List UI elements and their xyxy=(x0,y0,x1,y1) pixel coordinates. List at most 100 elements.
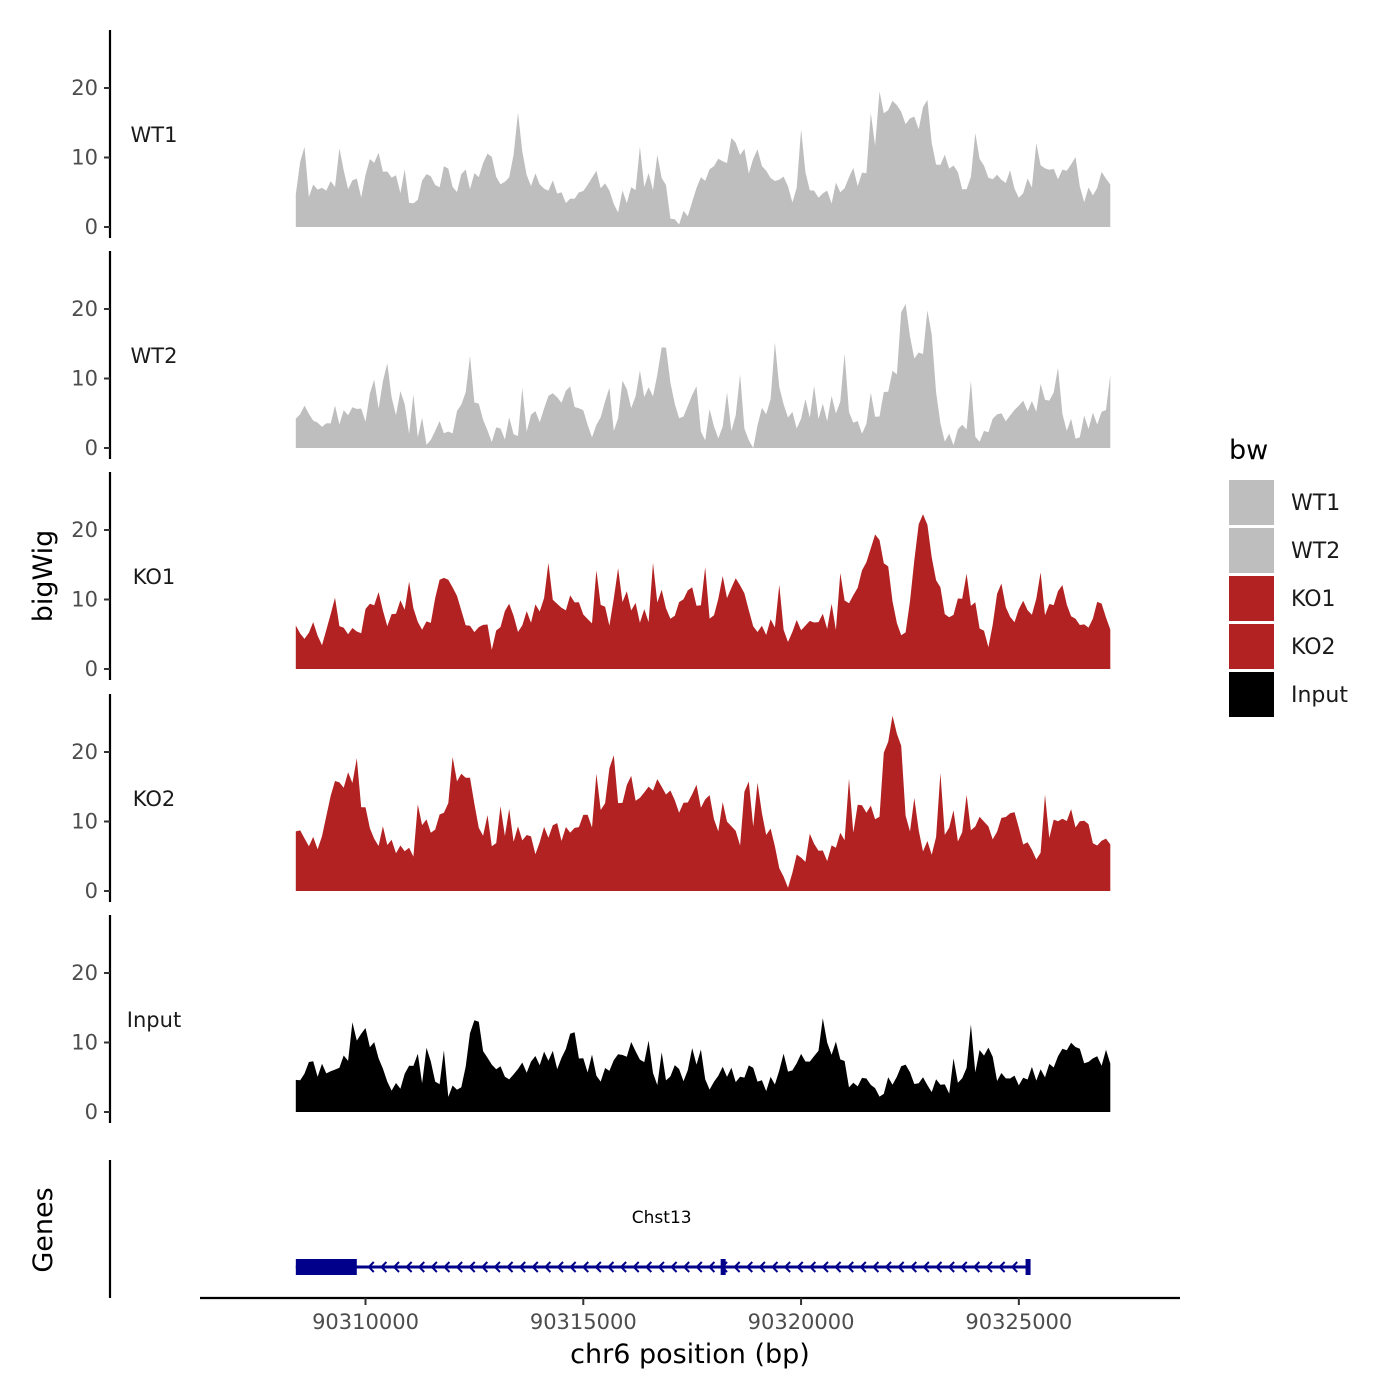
strand-chevron xyxy=(985,1261,993,1273)
track-ko2: 0 10 20 KO2 xyxy=(71,694,1111,903)
gene-label: Chst13 xyxy=(632,1208,692,1228)
strand-chevron xyxy=(846,1261,854,1273)
strand-chevron xyxy=(872,1261,880,1273)
strand-chevron xyxy=(821,1261,829,1273)
strand-chevron xyxy=(644,1261,653,1273)
strand-chevron xyxy=(972,1261,981,1273)
track-wt1: 0 10 20 WT1 xyxy=(71,30,1111,239)
genes-panel: Chst13 xyxy=(108,1160,1031,1298)
strand-chevron xyxy=(1010,1261,1018,1273)
x-axis-title: chr6 position (bp) xyxy=(570,1339,810,1370)
strand-chevron xyxy=(834,1261,842,1273)
strand-chevron xyxy=(443,1261,451,1273)
track-label: KO2 xyxy=(133,787,176,811)
legend-swatch xyxy=(1229,672,1274,717)
legend-label: WT2 xyxy=(1291,539,1340,564)
legend-swatch xyxy=(1229,480,1274,525)
strand-chevron xyxy=(947,1261,955,1273)
legend-swatch xyxy=(1229,624,1274,669)
y-tick-label: 10 xyxy=(71,146,98,170)
y-tick-label: 0 xyxy=(85,1100,98,1124)
legend-item-input: Input xyxy=(1229,672,1348,717)
strand-chevron xyxy=(695,1261,703,1273)
y-tick-label: 0 xyxy=(85,436,98,460)
strand-chevron xyxy=(682,1261,690,1273)
strand-chevron xyxy=(544,1261,552,1273)
y-axis-title: bigWig xyxy=(28,530,59,623)
legend-item-ko2: KO2 xyxy=(1229,624,1336,669)
y-tick-label: 10 xyxy=(71,367,98,391)
y-tick-label: 20 xyxy=(71,76,98,100)
strand-chevron xyxy=(581,1261,589,1273)
strand-chevron xyxy=(998,1261,1006,1273)
track-label: Input xyxy=(127,1008,181,1032)
strand-chevron xyxy=(594,1261,602,1273)
strand-chevron xyxy=(480,1261,489,1273)
area-ko2 xyxy=(295,715,1111,891)
strand-chevron xyxy=(619,1261,627,1273)
strand-chevron xyxy=(531,1261,539,1273)
legend-title: bw xyxy=(1229,435,1268,466)
strand-chevron xyxy=(708,1261,716,1273)
legend: bw WT1 WT2 KO1 KO2 Input xyxy=(1229,435,1348,717)
strand-chevron xyxy=(556,1261,564,1273)
y-tick-label: 20 xyxy=(71,961,98,985)
gene-chst13: Chst13 xyxy=(295,1208,1031,1275)
strand-chevron xyxy=(922,1261,930,1273)
gene-exon xyxy=(295,1259,357,1275)
legend-swatch xyxy=(1229,528,1274,573)
strand-chevron xyxy=(670,1261,678,1273)
y-tick-label: 20 xyxy=(71,297,98,321)
strand-chevron xyxy=(733,1261,741,1273)
strand-chevron xyxy=(380,1261,388,1273)
legend-item-ko1: KO1 xyxy=(1229,576,1336,621)
strand-chevron xyxy=(468,1261,476,1273)
strand-chevron xyxy=(417,1261,425,1273)
strand-chevron xyxy=(808,1261,817,1273)
legend-item-wt1: WT1 xyxy=(1229,480,1340,525)
strand-chevron xyxy=(884,1261,892,1273)
track-label: WT2 xyxy=(131,344,178,368)
strand-chevron xyxy=(518,1261,526,1273)
strand-chevron xyxy=(455,1261,463,1273)
strand-chevron xyxy=(367,1261,375,1273)
y-tick-label: 10 xyxy=(71,588,98,612)
gene-exon-marker xyxy=(1025,1259,1031,1275)
legend-label: WT1 xyxy=(1291,491,1340,516)
track-ko1: 0 10 20 KO1 xyxy=(71,472,1111,681)
strand-chevron xyxy=(405,1261,413,1273)
area-input xyxy=(295,1018,1111,1112)
x-tick-label: 90315000 xyxy=(530,1310,637,1334)
x-tick-label: 90310000 xyxy=(312,1310,419,1334)
legend-swatch xyxy=(1229,576,1274,621)
strand-chevron xyxy=(758,1261,766,1273)
gene-exon-marker xyxy=(720,1259,726,1275)
strand-chevron xyxy=(960,1261,968,1273)
y-tick-label: 20 xyxy=(71,518,98,542)
legend-label: Input xyxy=(1291,683,1348,708)
track-input: 0 10 20 Input xyxy=(71,915,1111,1124)
strand-chevron xyxy=(430,1261,438,1273)
area-wt1 xyxy=(295,91,1111,228)
strand-chevron xyxy=(392,1261,400,1273)
strand-chevron xyxy=(783,1261,791,1273)
y-tick-label: 10 xyxy=(71,810,98,834)
strand-chevron xyxy=(859,1261,867,1273)
strand-chevron xyxy=(909,1261,917,1273)
legend-label: KO2 xyxy=(1291,635,1336,660)
y-tick-label: 10 xyxy=(71,1031,98,1055)
strand-chevron xyxy=(771,1261,779,1273)
x-tick-label: 90320000 xyxy=(748,1310,855,1334)
genes-axis-title: Genes xyxy=(28,1187,59,1272)
legend-item-wt2: WT2 xyxy=(1229,528,1340,573)
track-label: WT1 xyxy=(131,123,178,147)
strand-chevron xyxy=(506,1261,514,1273)
track-label: KO1 xyxy=(133,565,176,589)
y-tick-label: 0 xyxy=(85,879,98,903)
strand-chevron xyxy=(935,1261,943,1273)
strand-chevron xyxy=(657,1261,665,1273)
strand-chevron xyxy=(745,1261,753,1273)
tracks: 0 10 20 WT1 0 10 20 WT2 0 10 20 KO1 0 10 20 KO2 0 10 20 Inp… xyxy=(71,30,1111,1124)
strand-chevron xyxy=(796,1261,804,1273)
